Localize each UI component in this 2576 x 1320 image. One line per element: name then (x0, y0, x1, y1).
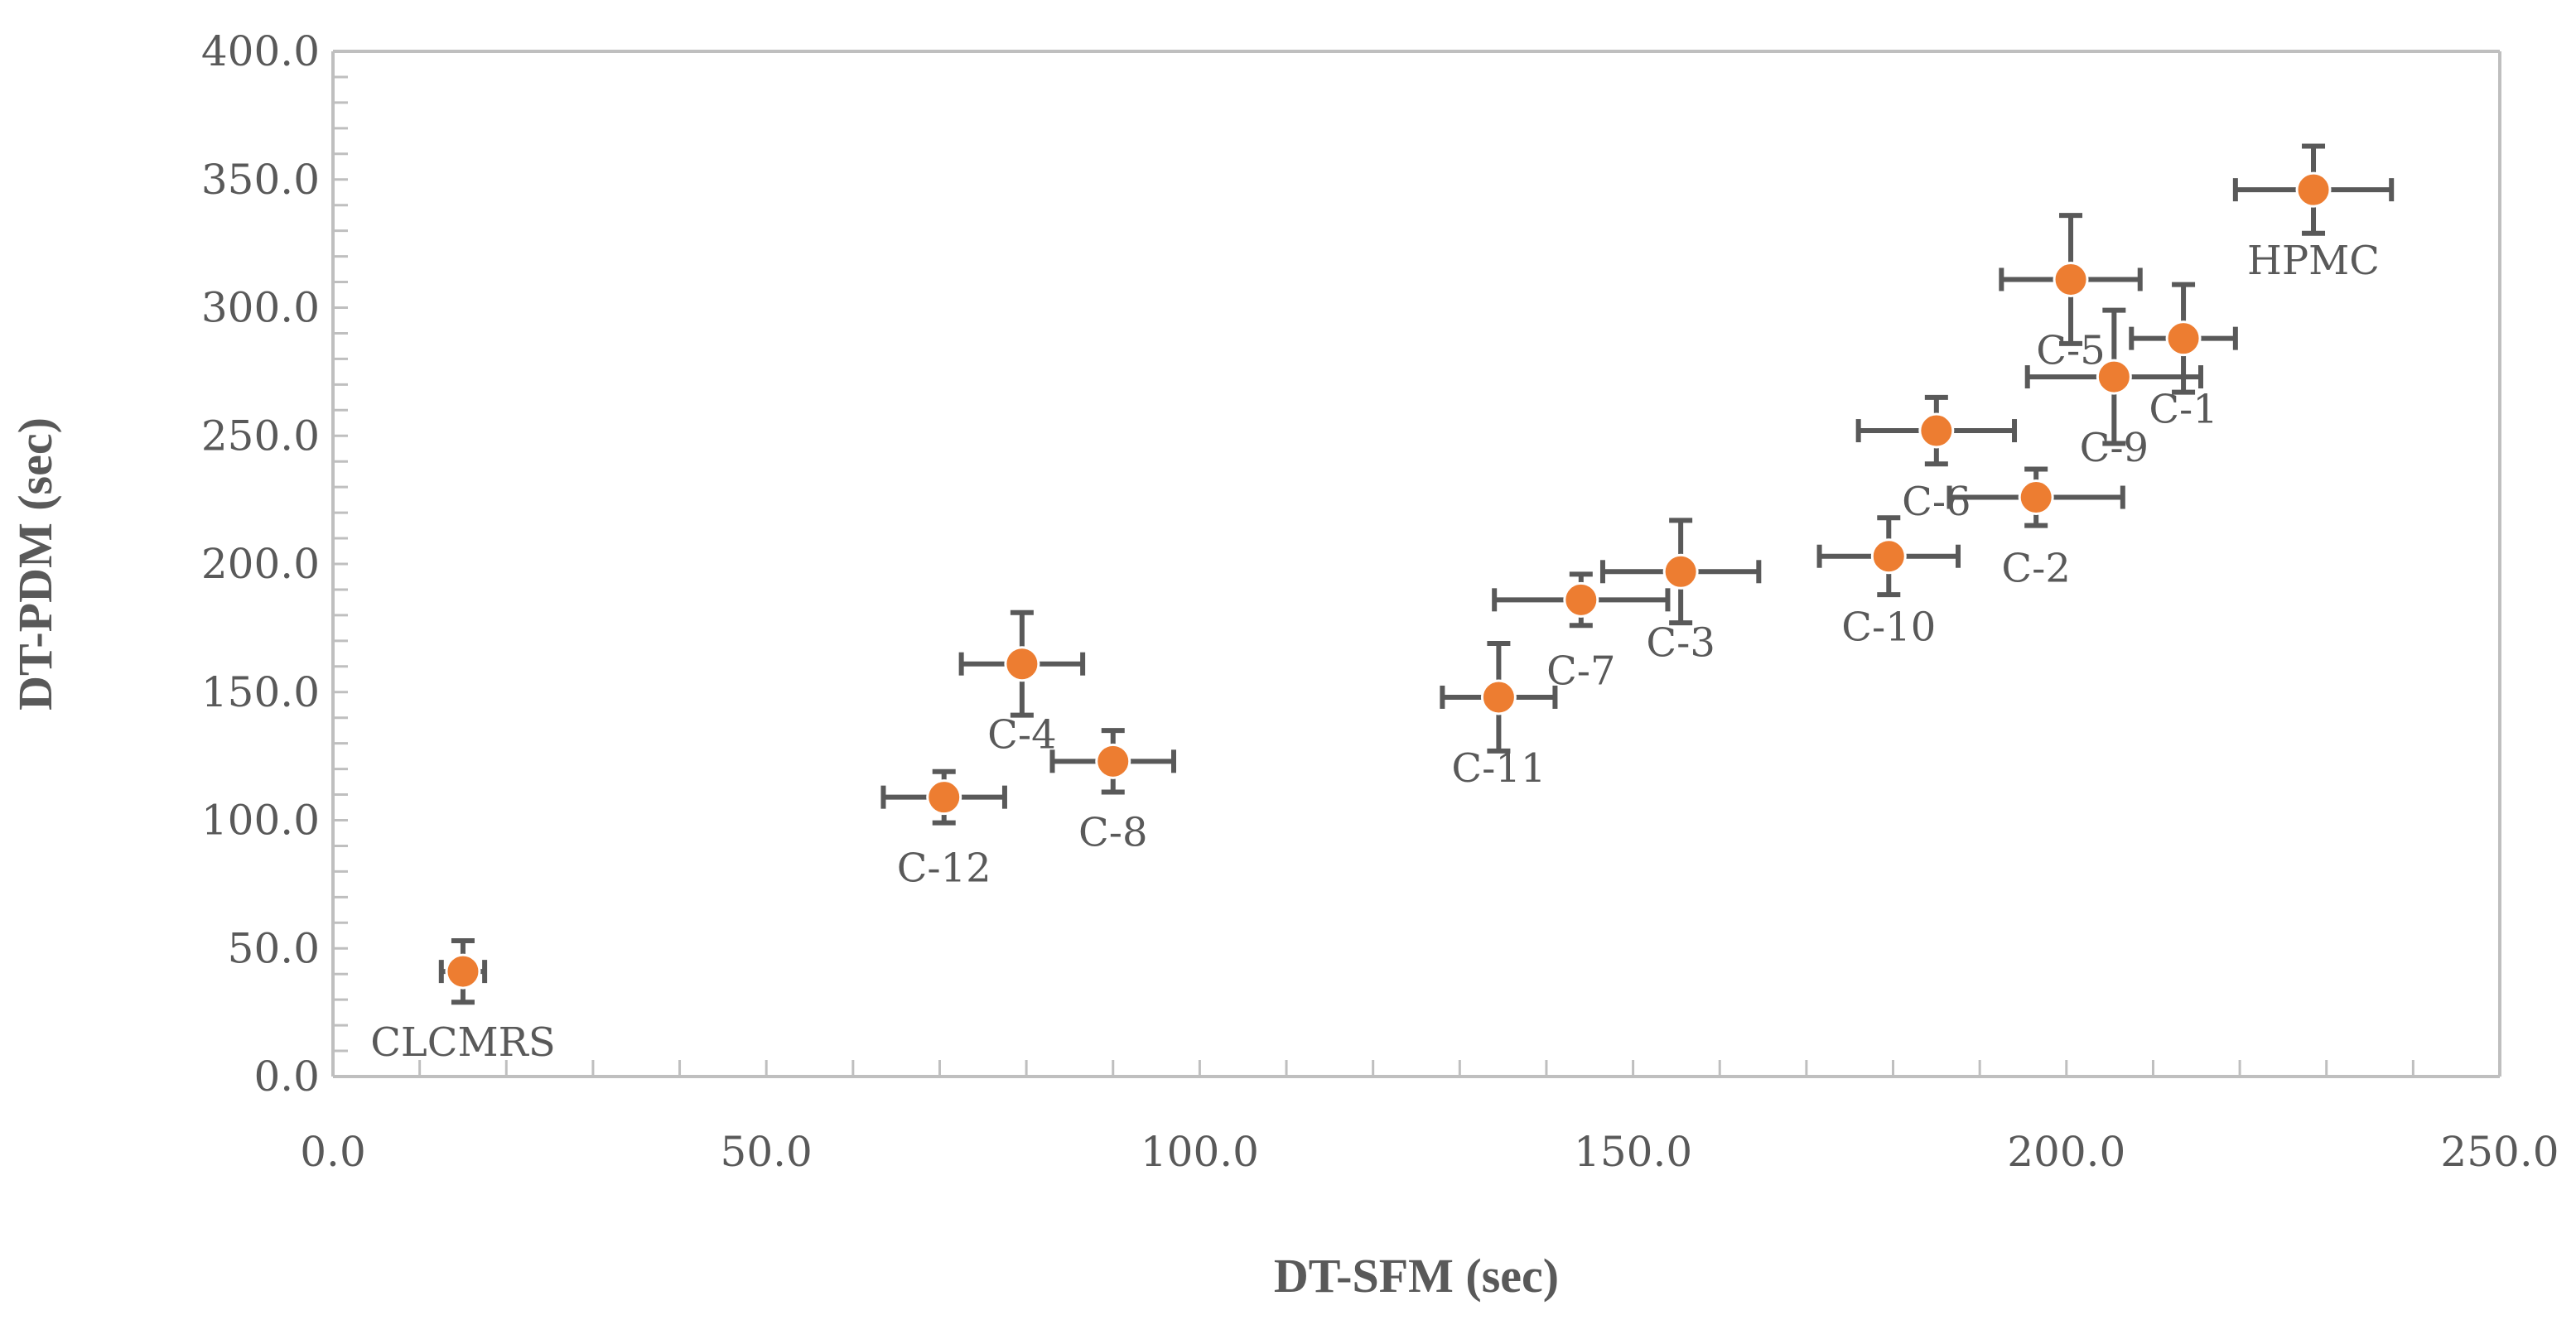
point-label: CLCMRS (370, 1019, 556, 1066)
errorbars (438, 143, 2395, 1005)
x-tick-label: 200.0 (2007, 1128, 2125, 1176)
point-label: C-3 (1646, 619, 1715, 666)
y-tick-label: 150.0 (201, 668, 320, 716)
x-tick-label: 150.0 (1574, 1128, 1692, 1176)
point-label: C-8 (1078, 809, 1147, 855)
point-label: C-11 (1451, 745, 1546, 792)
data-point (1480, 679, 1517, 715)
minor-ticks (331, 50, 2501, 1078)
x-tick-label: 100.0 (1141, 1128, 1259, 1176)
y-tick-labels: 0.0 50.0 100.0 150.0 200.0 250.0 300.0 350.0 400… (201, 27, 320, 1101)
data-point (2096, 359, 2132, 395)
axes (331, 50, 2501, 1078)
y-tick-label: 400.0 (201, 27, 320, 75)
y-tick-label: 50.0 (228, 924, 320, 972)
point-label: C-10 (1841, 605, 1936, 651)
data-point (1662, 553, 1699, 590)
point-label: C-4 (987, 712, 1056, 759)
y-tick-label: 300.0 (201, 284, 320, 332)
markers (445, 171, 2332, 990)
y-axis-title: DT-PDM (sec) (8, 417, 62, 711)
point-label: C-2 (2001, 546, 2070, 592)
y-tick-label: 0.0 (253, 1053, 320, 1101)
y-tick-label: 250.0 (201, 412, 320, 460)
point-label: C-5 (2036, 327, 2105, 373)
x-tick-label: 0.0 (300, 1128, 366, 1176)
point-label: C-9 (2080, 425, 2149, 471)
data-point (1918, 412, 1955, 449)
data-point (1095, 743, 1131, 779)
data-point (1563, 581, 1599, 618)
x-tick-labels: 0.0 50.0 100.0 150.0 200.0 250.0 (300, 1128, 2559, 1176)
data-point (2295, 171, 2332, 208)
data-point (2018, 479, 2054, 516)
point-label: HPMC (2247, 238, 2380, 284)
y-tick-label: 200.0 (201, 540, 320, 588)
data-point (2053, 261, 2089, 297)
x-tick-label: 250.0 (2440, 1128, 2559, 1176)
data-point (926, 779, 962, 816)
data-point (2165, 320, 2202, 357)
point-labels: CLCMRS C-12 C-4 C-8 C-11 C-7 C-3 C-10 C-6 C-2 C-5 C… (370, 238, 2380, 1066)
x-tick-label: 50.0 (721, 1128, 813, 1176)
x-axis-title: DT-SFM (sec) (1274, 1249, 1559, 1303)
y-tick-label: 350.0 (201, 156, 320, 204)
point-label: C-7 (1546, 648, 1615, 694)
point-label: C-12 (897, 845, 991, 892)
point-label: C-1 (2149, 387, 2217, 433)
data-point (445, 953, 481, 990)
data-point (1004, 646, 1040, 682)
point-label: C-6 (1902, 479, 1971, 525)
y-tick-label: 100.0 (201, 797, 320, 845)
data-point (1870, 538, 1907, 575)
